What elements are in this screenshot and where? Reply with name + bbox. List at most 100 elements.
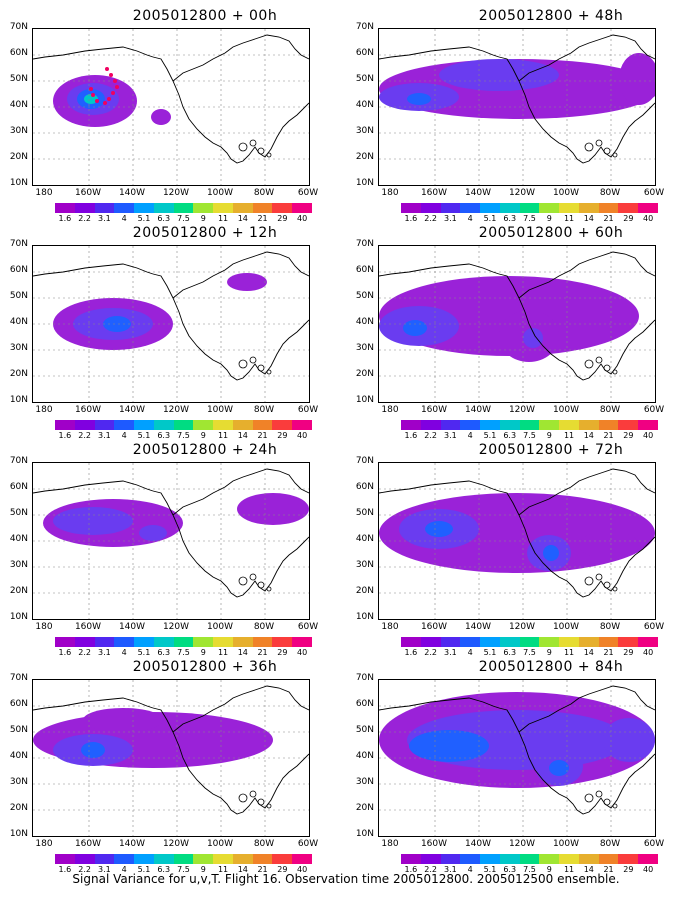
colorbar-swatch xyxy=(559,854,579,864)
colorbar-label: 7.5 xyxy=(523,214,536,223)
lat-tick-label: 50N xyxy=(9,508,28,518)
lon-tick-label: 120W xyxy=(162,188,190,198)
lat-tick-label: 60N xyxy=(9,699,28,709)
colorbar-label: 2.2 xyxy=(78,865,91,874)
colorbar-swatch xyxy=(193,637,214,647)
colorbar-label: 21 xyxy=(257,431,268,440)
lon-tick-label: 180 xyxy=(35,622,53,632)
lat-tick-label: 20N xyxy=(9,369,28,379)
colorbar-label: 21 xyxy=(603,214,614,223)
island-outline xyxy=(257,581,265,589)
colorbar-swatch xyxy=(401,420,421,430)
coastline xyxy=(152,707,309,815)
lat-tick-label: 60N xyxy=(9,48,28,58)
colorbar-swatch xyxy=(74,854,95,864)
colorbar-label: 21 xyxy=(257,865,268,874)
coastline xyxy=(379,46,500,60)
colorbar-label: 40 xyxy=(643,431,654,440)
colorbar-label: 1.6 xyxy=(58,865,72,874)
colorbar-label: 1.6 xyxy=(404,648,418,657)
coastline xyxy=(152,490,309,598)
flight-track-point xyxy=(103,101,107,105)
lat-tick-label: 40N xyxy=(9,534,28,544)
colorbar-swatch xyxy=(499,203,520,213)
colorbar-label: 11 xyxy=(563,431,575,440)
lat-tick-label: 40N xyxy=(9,100,28,110)
map-panel-12h: 2005012800 + 12h 70N 60N 50N 40N 30N 20N 10N 18… xyxy=(0,225,320,440)
colorbar-label: 6.3 xyxy=(503,214,517,223)
colorbar-swatch xyxy=(114,420,135,430)
coastline xyxy=(518,685,655,733)
map-panel-72h: 2005012800 + 72h 70N 60N 50N 40N 30N 20N 10N 18… xyxy=(346,442,666,657)
colorbar-swatch xyxy=(114,203,135,213)
colorbar-label: 29 xyxy=(277,865,288,874)
colorbar-swatch xyxy=(420,203,441,213)
coastline xyxy=(518,34,655,82)
colorbar-swatch xyxy=(292,854,312,864)
lat-tick-label: 20N xyxy=(355,586,374,596)
colorbar-swatch xyxy=(94,420,115,430)
panel-title: 2005012800 + 84h xyxy=(478,659,624,675)
colorbar-swatch xyxy=(94,637,115,647)
colorbar-label: 7.5 xyxy=(177,865,190,874)
lat-tick-label: 40N xyxy=(9,751,28,761)
island-outline xyxy=(238,793,248,803)
colorbar-label: 40 xyxy=(297,431,308,440)
variance-contour xyxy=(151,109,171,125)
colorbar-swatch xyxy=(252,203,273,213)
colorbar-swatch xyxy=(598,854,619,864)
colorbar-swatch xyxy=(292,420,312,430)
lat-tick-label: 20N xyxy=(355,803,374,813)
lat-tick-label: 30N xyxy=(355,777,374,787)
lon-tick-label: 180 xyxy=(35,188,53,198)
lon-tick-label: 100W xyxy=(206,405,234,415)
lat-tick-label: 60N xyxy=(355,265,374,275)
coastline xyxy=(172,468,309,516)
lat-tick-label: 70N xyxy=(355,456,374,466)
island-outline xyxy=(249,356,257,364)
colorbar-swatch xyxy=(480,854,500,864)
panel-title: 2005012800 + 72h xyxy=(478,442,624,458)
colorbar xyxy=(55,637,312,647)
map-panel-00h: 2005012800 + 00h 70N 60N 50N 40N 30N 20N 10N 18… xyxy=(0,8,320,223)
lat-tick-label: 40N xyxy=(355,534,374,544)
colorbar-swatch xyxy=(74,637,95,647)
map-frame xyxy=(32,462,310,620)
coastline xyxy=(172,685,309,733)
lon-tick-label: 160W xyxy=(74,405,102,415)
lon-tick-label: 180 xyxy=(381,188,399,198)
colorbar-label: 11 xyxy=(217,214,229,223)
coastline xyxy=(498,707,655,815)
colorbar-label: 21 xyxy=(603,431,614,440)
coastline xyxy=(518,251,655,299)
colorbar-swatch xyxy=(519,854,540,864)
colorbar-label: 11 xyxy=(563,648,575,657)
colorbar-swatch xyxy=(213,203,233,213)
variance-contour xyxy=(81,742,105,758)
colorbar-swatch xyxy=(598,203,619,213)
variance-contour xyxy=(84,94,98,104)
colorbar-swatch xyxy=(499,854,520,864)
lon-tick-label: 180 xyxy=(381,839,399,849)
colorbar-label: 3.1 xyxy=(98,431,111,440)
map-canvas xyxy=(379,463,655,619)
colorbar-swatch xyxy=(94,203,115,213)
lat-tick-label: 20N xyxy=(355,369,374,379)
lon-tick-label: 60W xyxy=(643,188,665,198)
colorbar-label: 40 xyxy=(297,648,308,657)
lat-tick-label: 50N xyxy=(9,725,28,735)
colorbar-label: 14 xyxy=(237,214,248,223)
colorbar-label: 2.2 xyxy=(424,865,437,874)
colorbar-label: 29 xyxy=(623,431,634,440)
colorbar-label: 6.3 xyxy=(503,648,517,657)
colorbar-label: 9 xyxy=(200,865,206,874)
map-panel-48h: 2005012800 + 48h 70N 60N 50N 40N 30N 20N 10N 18… xyxy=(346,8,666,223)
colorbar-swatch xyxy=(638,203,658,213)
colorbar-swatch xyxy=(420,420,441,430)
panel-title: 2005012800 + 36h xyxy=(132,659,278,675)
colorbar-swatch xyxy=(401,203,421,213)
colorbar-swatch xyxy=(460,203,481,213)
flight-track-point xyxy=(105,67,109,71)
colorbar-label: 4 xyxy=(121,865,127,874)
coastline xyxy=(33,480,154,494)
